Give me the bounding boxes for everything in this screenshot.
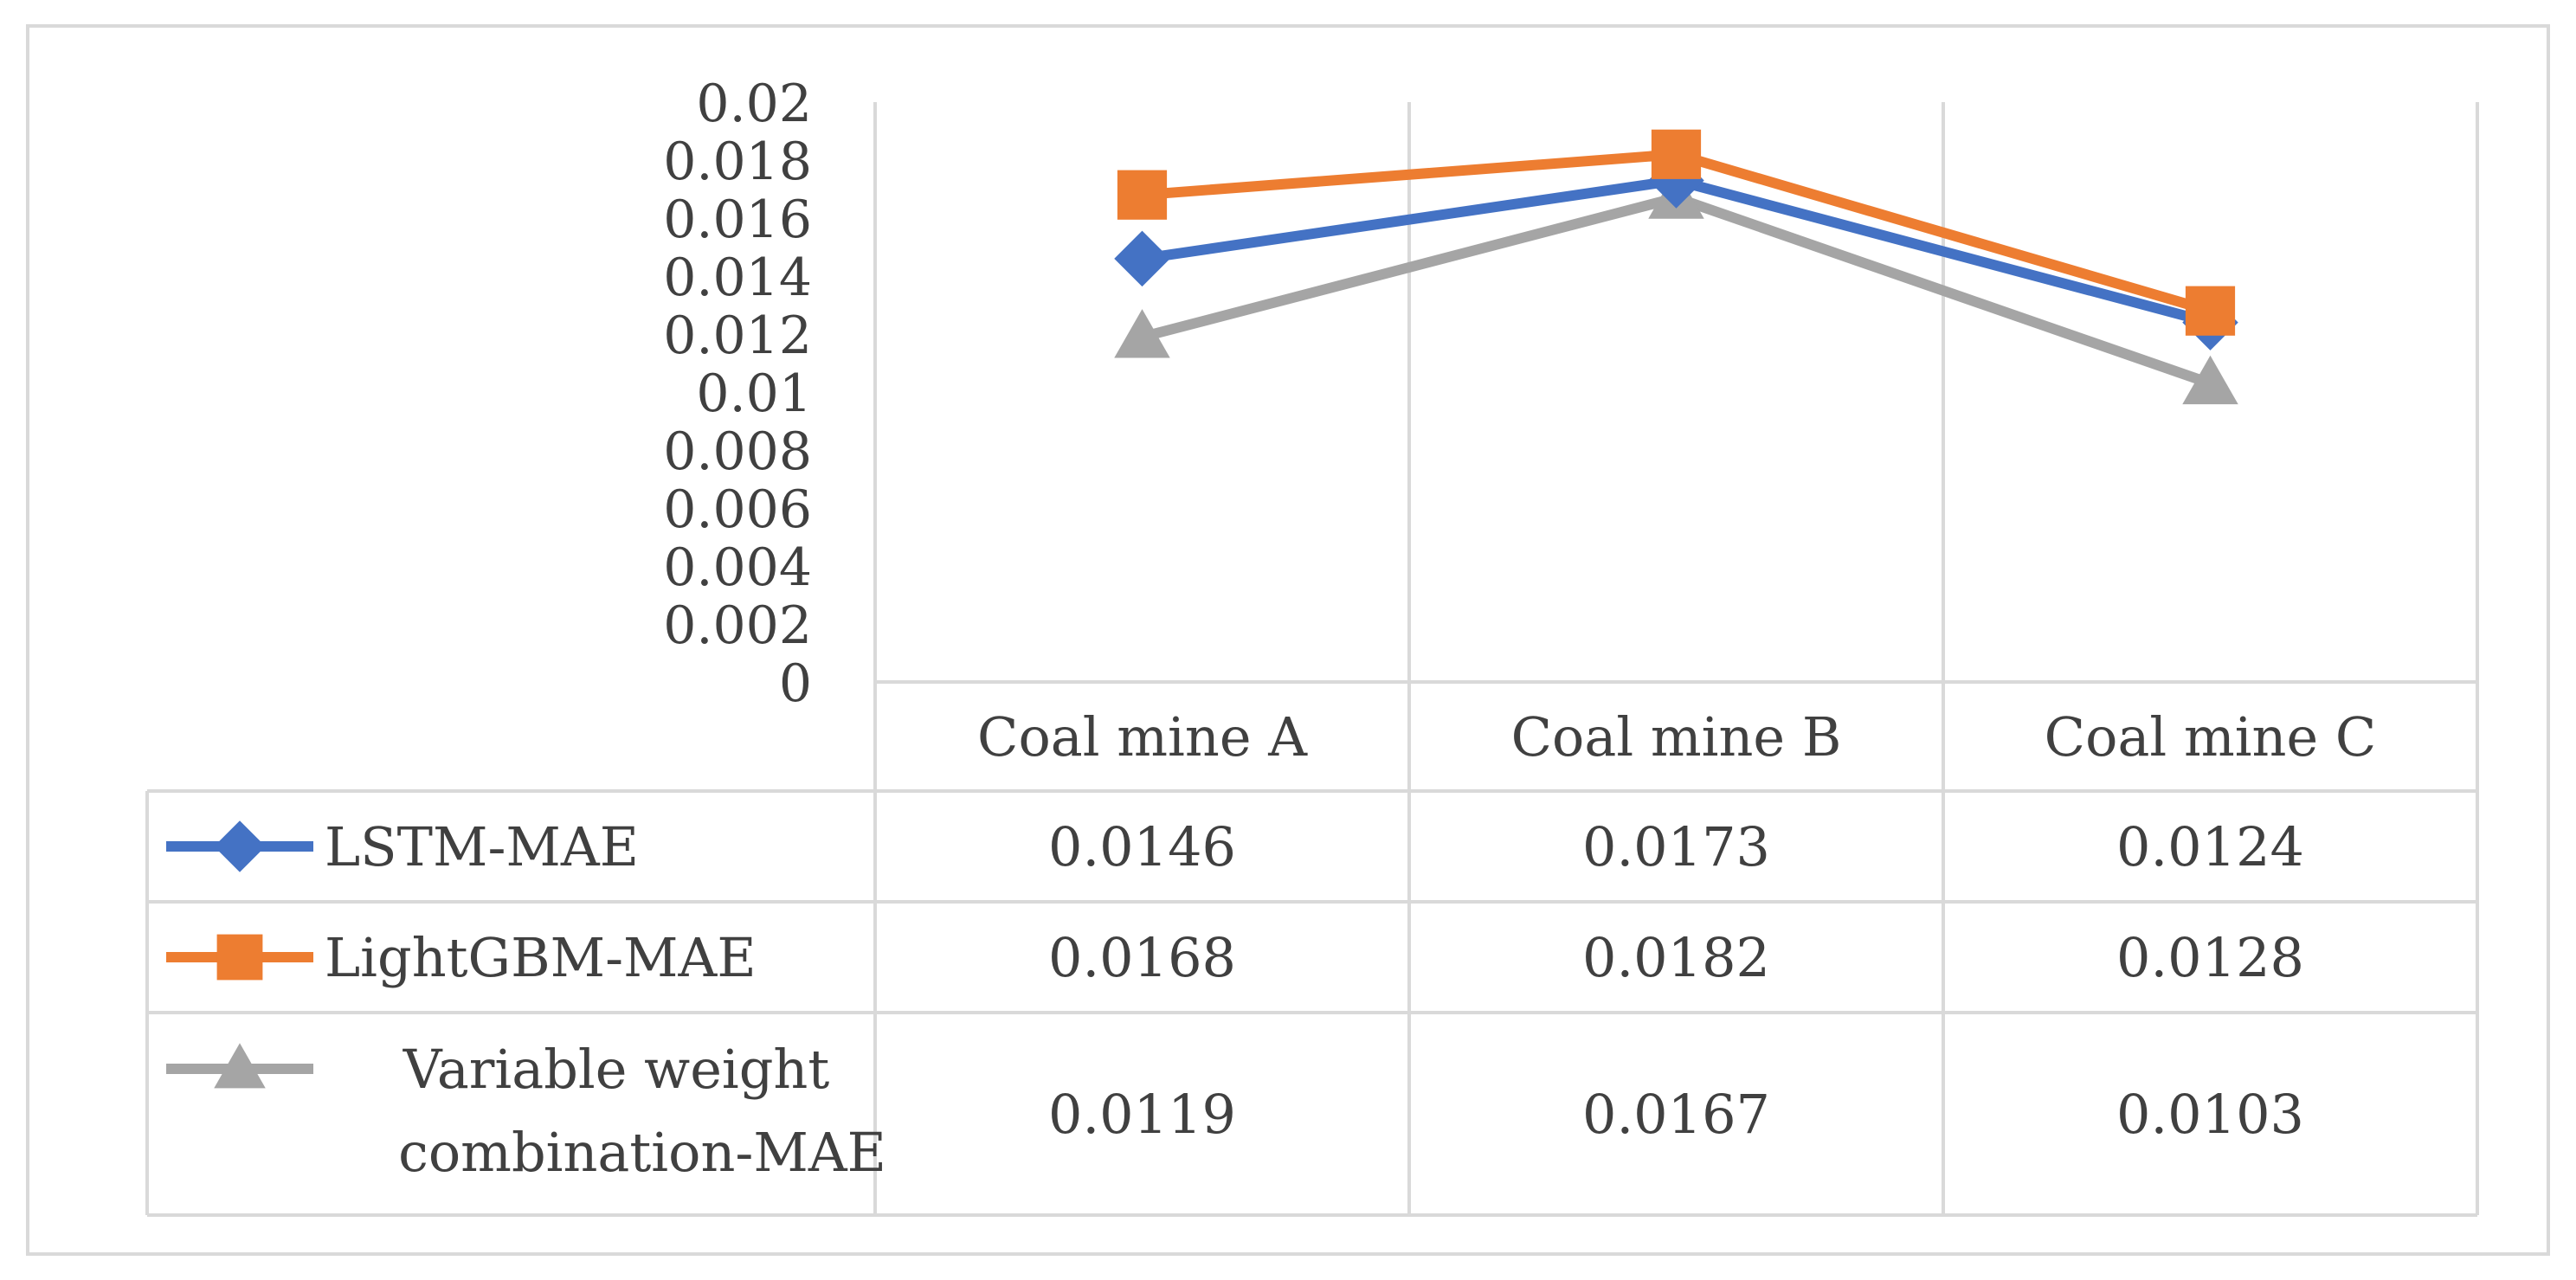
data-point-lightgbm-mae xyxy=(1117,170,1168,220)
series-lightgbm-mae xyxy=(1117,129,2236,336)
table-cell-value: 0.0128 xyxy=(2116,926,2304,989)
y-tick-label: 0.006 xyxy=(663,479,812,540)
table-cell-value: 0.0124 xyxy=(2116,815,2304,878)
table-cell-value: 0.0167 xyxy=(1582,1083,1770,1146)
table-cell-value: 0.0103 xyxy=(2116,1083,2304,1146)
table-cell-value: 0.0182 xyxy=(1582,926,1770,989)
legend-label: LSTM-MAE xyxy=(325,815,639,878)
legend-key-marker xyxy=(214,820,266,872)
table-cell-value: 0.0146 xyxy=(1048,815,1236,878)
y-tick-label: 0.01 xyxy=(696,363,812,424)
y-tick-label: 0.018 xyxy=(663,132,812,192)
y-axis: 00.0020.0040.0060.0080.010.0120.0140.016… xyxy=(663,74,812,714)
chart-border xyxy=(26,24,2550,1256)
series-layer xyxy=(1114,129,2238,405)
y-tick-label: 0.004 xyxy=(663,537,812,598)
y-tick-label: 0.014 xyxy=(663,248,812,308)
y-tick-label: 0.012 xyxy=(663,306,812,366)
y-tick-label: 0.002 xyxy=(663,595,812,656)
table-row-lightgbm-mae: LightGBM-MAE 0.0168 0.0182 0.0128 xyxy=(166,926,2304,989)
data-point-variable-weight-combination-mae xyxy=(2182,355,2238,405)
table-cell-value: 0.0173 xyxy=(1582,815,1770,878)
legend-key-marker xyxy=(216,934,263,981)
data-table: Coal mine A Coal mine B Coal mine C LSTM-MA… xyxy=(145,680,2479,1217)
data-point-lstm-mae xyxy=(1114,230,1170,287)
data-point-lightgbm-mae xyxy=(1651,129,1702,179)
table-cell-value: 0.0119 xyxy=(1048,1083,1236,1146)
data-point-lightgbm-mae xyxy=(2185,286,2236,336)
data-point-variable-weight-combination-mae xyxy=(1114,309,1170,358)
y-tick-label: 0.008 xyxy=(663,421,812,482)
table-row-variable-weight-combination-mae: Variable weight combination-MAE 0.0119 0.01… xyxy=(166,1038,2304,1184)
table-cell-value: 0.0168 xyxy=(1048,926,1236,989)
y-tick-label: 0 xyxy=(779,653,812,714)
category-label: Coal mine A xyxy=(977,705,1308,769)
legend-label: LightGBM-MAE xyxy=(325,926,757,989)
legend-label: combination-MAE xyxy=(398,1121,886,1184)
y-tick-label: 0.02 xyxy=(696,74,812,134)
grid-layer xyxy=(873,102,2479,682)
legend-key-marker xyxy=(214,1043,266,1089)
legend-label: Variable weight xyxy=(402,1038,830,1101)
y-tick-label: 0.016 xyxy=(663,190,812,250)
table-row-lstm-mae: LSTM-MAE 0.0146 0.0173 0.0124 xyxy=(166,815,2304,878)
category-label: Coal mine B xyxy=(1511,705,1842,769)
category-label: Coal mine C xyxy=(2045,705,2377,769)
